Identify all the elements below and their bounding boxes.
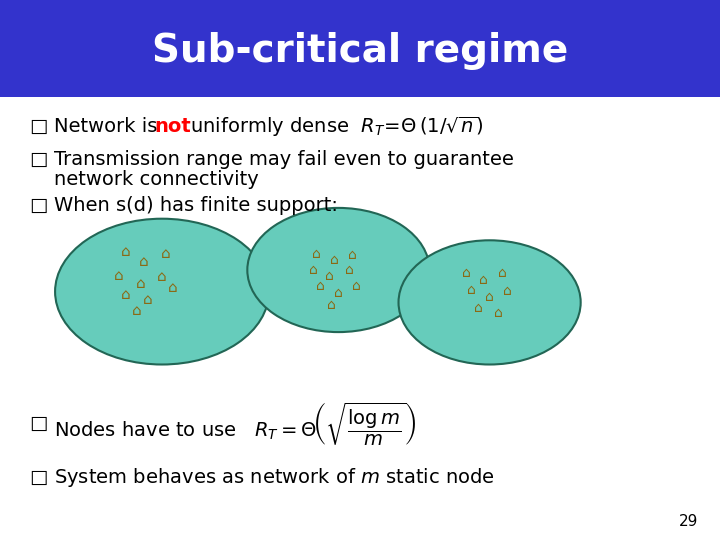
Text: ⌂: ⌂ bbox=[161, 246, 171, 261]
Text: ⌂: ⌂ bbox=[327, 298, 336, 312]
Text: ⌂: ⌂ bbox=[114, 268, 124, 283]
Text: network connectivity: network connectivity bbox=[54, 170, 258, 189]
Text: ⌂: ⌂ bbox=[485, 290, 494, 304]
Text: ⌂: ⌂ bbox=[348, 248, 357, 262]
Text: System behaves as network of $m$ static node: System behaves as network of $m$ static … bbox=[54, 467, 495, 489]
Text: ⌂: ⌂ bbox=[467, 283, 476, 297]
Text: ⌂: ⌂ bbox=[132, 303, 142, 318]
Text: ⌂: ⌂ bbox=[121, 287, 131, 302]
Text: ⌂: ⌂ bbox=[139, 254, 149, 269]
Text: 29: 29 bbox=[679, 514, 698, 529]
Text: When s(d) has finite support:: When s(d) has finite support: bbox=[54, 195, 338, 215]
Text: □: □ bbox=[29, 117, 48, 137]
Text: ⌂: ⌂ bbox=[168, 280, 178, 295]
Text: ⌂: ⌂ bbox=[135, 276, 145, 291]
Text: ⌂: ⌂ bbox=[462, 266, 471, 280]
Text: ⌂: ⌂ bbox=[498, 266, 507, 280]
Text: Sub-critical regime: Sub-critical regime bbox=[152, 32, 568, 70]
Text: ⌂: ⌂ bbox=[143, 292, 153, 307]
Text: ⌂: ⌂ bbox=[330, 253, 339, 267]
Text: □: □ bbox=[29, 150, 48, 169]
Text: Network is: Network is bbox=[54, 117, 163, 137]
Text: ⌂: ⌂ bbox=[121, 244, 131, 259]
Text: ⌂: ⌂ bbox=[345, 263, 354, 277]
Text: ⌂: ⌂ bbox=[316, 279, 325, 293]
Text: ⌂: ⌂ bbox=[494, 306, 503, 320]
Text: ⌂: ⌂ bbox=[503, 284, 512, 298]
FancyBboxPatch shape bbox=[0, 0, 720, 97]
Text: Transmission range may fail even to guarantee: Transmission range may fail even to guar… bbox=[54, 150, 514, 169]
Text: ⌂: ⌂ bbox=[309, 263, 318, 277]
Text: ⌂: ⌂ bbox=[474, 301, 483, 315]
Ellipse shape bbox=[247, 208, 429, 332]
Text: uniformly dense  $R_T\!=\!\Theta\,(1/\sqrt{n})$: uniformly dense $R_T\!=\!\Theta\,(1/\sqr… bbox=[184, 115, 483, 139]
Ellipse shape bbox=[399, 240, 581, 364]
Text: ⌂: ⌂ bbox=[325, 269, 334, 284]
Text: ⌂: ⌂ bbox=[157, 269, 167, 284]
Ellipse shape bbox=[55, 219, 269, 364]
Text: ⌂: ⌂ bbox=[352, 279, 361, 293]
Text: ⌂: ⌂ bbox=[480, 273, 488, 287]
Text: ⌂: ⌂ bbox=[312, 247, 321, 261]
Text: □: □ bbox=[29, 414, 48, 434]
Text: □: □ bbox=[29, 195, 48, 215]
Text: Nodes have to use   $R_T = \Theta\!\left(\sqrt{\dfrac{\log m}{m}}\right)$: Nodes have to use $R_T = \Theta\!\left(\… bbox=[54, 400, 416, 448]
Text: not: not bbox=[155, 117, 192, 137]
Text: ⌂: ⌂ bbox=[334, 286, 343, 300]
Text: □: □ bbox=[29, 468, 48, 488]
